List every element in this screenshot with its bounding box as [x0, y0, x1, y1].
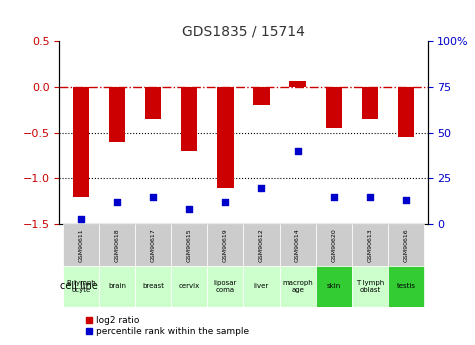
Bar [135, 224, 171, 266]
Text: GSM90616: GSM90616 [403, 228, 408, 262]
Bar [99, 224, 135, 266]
Bar [253, 87, 270, 105]
Bar [352, 224, 388, 266]
Text: cervix: cervix [179, 283, 200, 289]
Text: GSM90619: GSM90619 [223, 228, 228, 262]
Bar [63, 224, 99, 266]
Text: testis: testis [396, 283, 415, 289]
Bar [388, 266, 424, 307]
Text: brain: brain [108, 283, 126, 289]
Bar [145, 87, 162, 119]
Bar [398, 87, 414, 137]
Text: GSM90612: GSM90612 [259, 228, 264, 262]
Point [366, 194, 373, 199]
Text: GSM90614: GSM90614 [295, 228, 300, 262]
Bar [279, 266, 315, 307]
Point [222, 199, 229, 205]
Bar [181, 87, 198, 151]
Text: liposar
coma: liposar coma [214, 280, 237, 293]
Bar [135, 266, 171, 307]
Bar [109, 87, 125, 142]
Text: macroph
age: macroph age [282, 280, 313, 293]
Text: GSM90613: GSM90613 [367, 228, 372, 262]
Point [402, 198, 409, 203]
Bar [289, 81, 306, 87]
Text: GSM90618: GSM90618 [114, 228, 120, 262]
Text: GSM90620: GSM90620 [331, 228, 336, 262]
Text: B lymph
ocyte: B lymph ocyte [66, 280, 95, 293]
Point [114, 199, 121, 205]
Text: T lymph
oblast: T lymph oblast [356, 280, 384, 293]
Point [186, 207, 193, 212]
Text: skin: skin [326, 283, 341, 289]
Bar [208, 266, 244, 307]
Bar [208, 224, 244, 266]
Point [330, 194, 337, 199]
Bar [388, 224, 424, 266]
Bar [217, 87, 234, 188]
Bar [171, 224, 208, 266]
Bar [244, 266, 279, 307]
Text: GSM90615: GSM90615 [187, 228, 192, 262]
Point [257, 185, 265, 190]
Bar [352, 266, 388, 307]
Title: GDS1835 / 15714: GDS1835 / 15714 [182, 25, 305, 39]
Bar [244, 224, 279, 266]
Point [294, 148, 301, 154]
Bar [361, 87, 378, 119]
Bar [63, 266, 99, 307]
Text: breast: breast [142, 283, 164, 289]
Bar [325, 87, 342, 128]
Bar [279, 224, 315, 266]
Bar [99, 266, 135, 307]
Bar [73, 87, 89, 197]
Legend: log2 ratio, percentile rank within the sample: log2 ratio, percentile rank within the s… [86, 316, 249, 336]
Bar [171, 266, 208, 307]
Text: GSM90617: GSM90617 [151, 228, 156, 262]
Point [150, 194, 157, 199]
Text: liver: liver [254, 283, 269, 289]
Bar [315, 224, 352, 266]
Text: cell line: cell line [60, 281, 98, 291]
Point [77, 216, 85, 221]
Text: GSM90611: GSM90611 [78, 228, 84, 262]
Bar [315, 266, 352, 307]
